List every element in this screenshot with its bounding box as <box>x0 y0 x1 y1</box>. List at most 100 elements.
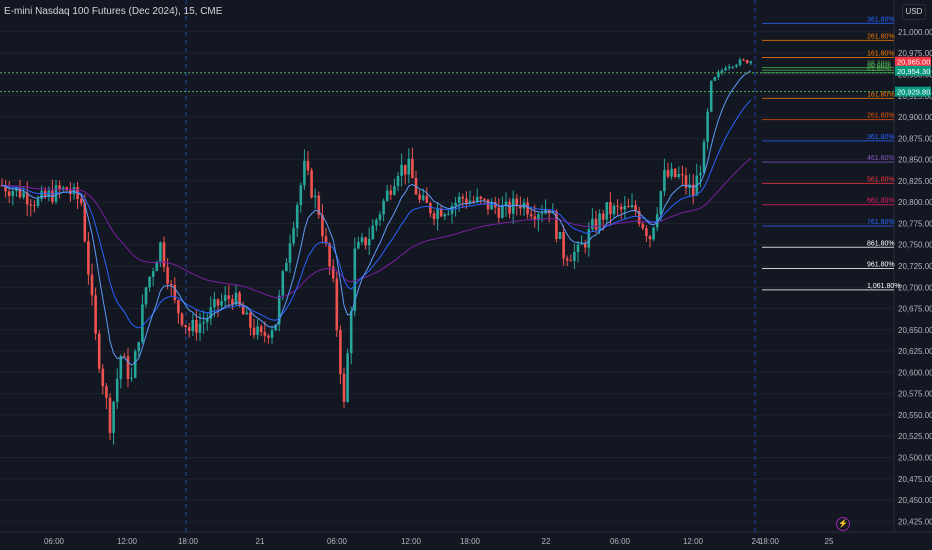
lightning-icon[interactable]: ⚡ <box>836 517 850 531</box>
candle-body <box>87 241 90 275</box>
candle-body <box>565 258 569 261</box>
candle-body <box>25 192 29 205</box>
candle-body <box>457 196 461 203</box>
candle-body <box>443 214 447 217</box>
candle-body <box>540 213 544 215</box>
candle-body <box>231 298 234 305</box>
candle-body <box>342 373 346 402</box>
candle-body <box>223 295 227 302</box>
candle-body <box>547 209 551 214</box>
x-tick-label: 12:00 <box>683 537 704 546</box>
candle-body <box>133 351 137 378</box>
candle-body <box>130 377 133 379</box>
candle-body <box>331 266 335 279</box>
candle-body <box>699 172 702 176</box>
candle-body <box>11 191 15 197</box>
candle-body <box>209 307 213 319</box>
candle-body <box>115 378 119 402</box>
candle-body <box>738 59 742 65</box>
candle-body <box>688 184 691 188</box>
candle-body <box>15 187 18 192</box>
candle-body <box>461 196 465 199</box>
x-tick-label: 24 <box>752 537 761 546</box>
moving-average-line <box>1 157 752 298</box>
candle-body <box>627 205 630 208</box>
candle-body <box>137 342 141 352</box>
candle-body <box>724 68 727 71</box>
fib-level-label: 261.80% <box>867 33 895 40</box>
candle-body <box>720 70 724 73</box>
candle-body <box>29 204 33 206</box>
candle-body <box>569 260 573 262</box>
candle-body <box>612 205 616 215</box>
candle-body <box>411 158 414 179</box>
candle-body <box>313 195 317 198</box>
candle-body <box>281 271 285 296</box>
y-tick-label: 20,800.00 <box>898 198 932 207</box>
candle-body <box>238 292 241 306</box>
candle-body <box>504 201 508 206</box>
candle-body <box>673 168 677 177</box>
candle-body <box>501 205 504 218</box>
candle-body <box>288 243 292 263</box>
candle-body <box>472 200 475 202</box>
price-tag <box>895 86 931 97</box>
currency-button[interactable]: USD <box>902 4 926 20</box>
candle-body <box>346 353 349 402</box>
candle-body <box>112 401 115 433</box>
candle-body <box>659 191 663 215</box>
candle-body <box>490 202 493 210</box>
candle-body <box>558 232 562 240</box>
x-tick-label: 18:00 <box>178 537 199 546</box>
candle-body <box>241 305 245 315</box>
y-tick-label: 20,650.00 <box>898 326 932 335</box>
candle-body <box>220 301 223 306</box>
candle-body <box>274 324 277 331</box>
price-tag-label: 20,954.30 <box>897 67 930 76</box>
y-tick-label: 20,475.00 <box>898 475 932 484</box>
fib-level-label: 461.80% <box>867 155 895 162</box>
price-tag <box>895 56 931 67</box>
candle-body <box>159 242 162 263</box>
candle-body <box>339 330 342 374</box>
candle-body <box>79 199 83 204</box>
candle-body <box>555 211 558 240</box>
candle-body <box>162 242 166 268</box>
candle-body <box>187 327 191 331</box>
candle-body <box>605 202 609 220</box>
y-tick-label: 20,525.00 <box>898 432 932 441</box>
candle-body <box>749 61 753 64</box>
candle-body <box>583 243 587 248</box>
candle-body <box>216 299 220 306</box>
fib-level-label: 561.80% <box>867 176 895 183</box>
chart-title: E-mini Nasdaq 100 Futures (Dec 2024), 15… <box>4 6 223 17</box>
candle-body <box>166 267 169 284</box>
y-tick-label: 20,850.00 <box>898 156 932 165</box>
candle-body <box>249 312 252 328</box>
x-tick-label: 21 <box>256 537 265 546</box>
candle-body <box>681 174 684 176</box>
candle-body <box>591 218 594 230</box>
price-tag-label: 20,929.80 <box>897 88 930 97</box>
candle-body <box>277 295 281 325</box>
y-tick-label: 20,750.00 <box>898 241 932 250</box>
fib-level-label: 861.80% <box>867 240 895 247</box>
candle-body <box>731 66 735 68</box>
candle-body <box>630 205 634 208</box>
fib-level-label: 361.80% <box>867 16 895 23</box>
candle-body <box>594 218 598 230</box>
candle-body <box>148 276 151 288</box>
candle-body <box>36 198 40 206</box>
x-tick-label: 18:00 <box>759 537 780 546</box>
candle-body <box>519 205 522 209</box>
candle-body <box>670 168 673 177</box>
candle-body <box>108 397 112 433</box>
candle-body <box>706 111 709 142</box>
candle-body <box>511 198 515 214</box>
x-tick-label: 25 <box>825 537 834 546</box>
candle-body <box>529 214 533 217</box>
candle-body <box>389 190 393 195</box>
candle-body <box>234 292 238 305</box>
candle-body <box>713 77 717 81</box>
